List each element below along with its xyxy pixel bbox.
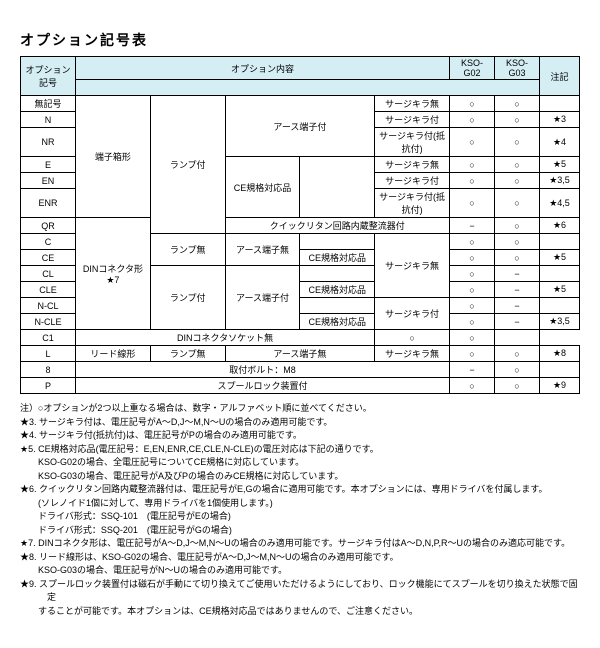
footnote-line: ドライバ形式：SSQ-101 (電圧記号がEの場合) [20, 510, 580, 524]
footnote-line: (ソレノイド1個に対して、専用ドライバを1個使用します。) [20, 497, 580, 511]
footnote-line: ★6. クイックリタン回路内蔵整流器付は、電圧記号がE,Gの場合に適用可能です。… [20, 483, 580, 497]
footnotes: 注）○オプションが2つ以上重なる場合は、数字・アルファベット順に並べてください。… [20, 402, 580, 618]
footnote-line: KSO-G03の場合、電圧記号がN〜Uの場合のみ適用可能です。 [20, 564, 580, 578]
footnote-line: 注）○オプションが2つ以上重なる場合は、数字・アルファベット順に並べてください。 [20, 402, 580, 416]
footnote-line: ドライバ形式：SSQ-201 (電圧記号がGの場合) [20, 524, 580, 538]
footnote-line: ★8. リード線形は、KSO-G02の場合、電圧記号がA〜D,J〜M,N〜Uの場… [20, 551, 580, 565]
footnote-line: KSO-G02の場合、全電圧記号についてCE規格に対応しています。 [20, 456, 580, 470]
hdr-g03: KSO-G03 [495, 57, 540, 80]
hdr-content: オプション内容 [76, 57, 450, 80]
footnote-line: ★7. DINコネクタ形は、電圧記号がA〜D,J〜M,N〜Uの場合のみ適用可能で… [20, 537, 580, 551]
footnote-line: KSO-G03の場合、電圧記号がA及びPの場合のみCE規格に対応しています。 [20, 470, 580, 484]
hdr-note: 注記 [540, 57, 580, 96]
footnote-line: することが可能です。本オプションは、CE規格対応品ではありませんので、ご注意くだ… [20, 605, 580, 619]
footnote-line: ★4. サージキラ付(抵抗付)は、電圧記号がPの場合のみ適用可能です。 [20, 429, 580, 443]
footnote-line: ★5. CE規格対応品(電圧記号：E,EN,ENR,CE,CLE,N-CLE)の… [20, 443, 580, 457]
hdr-code: オプション記号 [21, 57, 76, 96]
hdr-g02: KSO-G02 [450, 57, 495, 80]
footnote-line: ★3. サージキラ付は、電圧記号がA〜D,J〜M,N〜Uの場合のみ適用可能です。 [20, 416, 580, 430]
option-code-table: オプション記号 オプション内容 KSO-G02 KSO-G03 注記 無記号端子… [20, 56, 580, 394]
footnote-line: ★9. スプールロック装置付は磁石が手動にて切り換えてご使用いただけるようにして… [20, 578, 580, 605]
table-title: オプション記号表 [20, 30, 580, 50]
